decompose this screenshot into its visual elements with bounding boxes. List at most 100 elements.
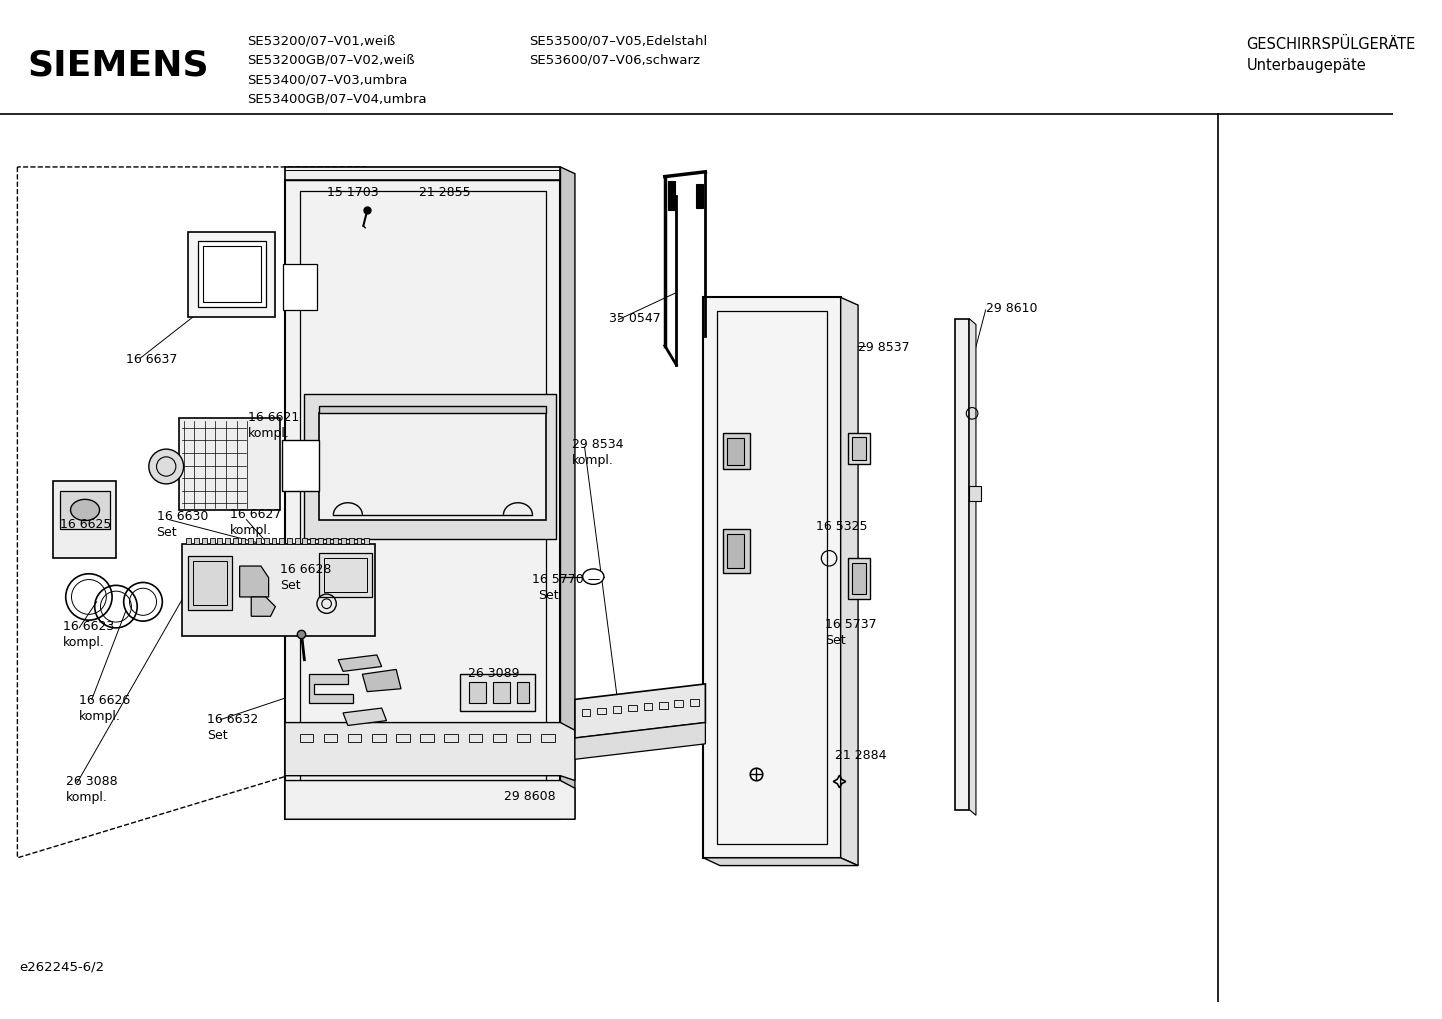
Text: 16 6632
Set: 16 6632 Set <box>206 713 258 742</box>
Text: 16 6621
kompl.: 16 6621 kompl. <box>248 412 300 440</box>
Bar <box>317 538 323 544</box>
Polygon shape <box>239 566 268 597</box>
Bar <box>232 538 238 544</box>
Bar <box>397 734 410 742</box>
Ellipse shape <box>71 499 99 521</box>
Text: 21 2884: 21 2884 <box>835 749 887 761</box>
Bar <box>493 734 506 742</box>
Bar <box>257 538 261 544</box>
Polygon shape <box>561 167 575 819</box>
Bar <box>493 682 510 703</box>
Bar <box>280 538 284 544</box>
Text: 26 3089: 26 3089 <box>467 666 519 680</box>
Text: SIEMENS: SIEMENS <box>27 49 209 83</box>
Bar <box>518 682 529 703</box>
Bar <box>283 440 319 491</box>
Bar <box>643 703 652 710</box>
Bar <box>695 184 704 209</box>
Text: 29 8534
kompl.: 29 8534 kompl. <box>572 437 623 467</box>
Bar <box>218 538 222 544</box>
Bar <box>323 558 368 592</box>
Bar <box>186 538 192 544</box>
Polygon shape <box>704 858 858 865</box>
Bar <box>310 538 314 544</box>
Polygon shape <box>182 544 375 636</box>
Bar <box>659 702 668 708</box>
Polygon shape <box>319 406 547 414</box>
Polygon shape <box>955 319 969 809</box>
Text: Unterbaugерäte: Unterbaugерäte <box>1246 58 1366 72</box>
Text: 29 8608: 29 8608 <box>505 790 557 803</box>
Text: 16 6626
kompl.: 16 6626 kompl. <box>79 694 130 722</box>
Polygon shape <box>343 708 386 726</box>
Text: 26 3088
kompl.: 26 3088 kompl. <box>66 774 117 804</box>
Bar <box>303 538 307 544</box>
Text: SE53500/07–V05,Edelstahl: SE53500/07–V05,Edelstahl <box>529 35 708 48</box>
Bar <box>189 556 232 609</box>
Polygon shape <box>319 414 547 520</box>
Text: 16 6625: 16 6625 <box>61 518 111 531</box>
Polygon shape <box>460 675 535 711</box>
Bar <box>225 538 229 544</box>
Bar <box>283 264 317 310</box>
Bar <box>209 538 215 544</box>
Bar <box>469 734 482 742</box>
Bar <box>241 538 245 544</box>
Bar <box>349 538 353 544</box>
Text: 15 1703: 15 1703 <box>326 186 378 200</box>
Text: 16 5737
Set: 16 5737 Set <box>825 619 877 647</box>
Polygon shape <box>841 298 858 865</box>
Bar <box>372 734 385 742</box>
Bar <box>195 538 199 544</box>
Bar <box>61 491 110 529</box>
Bar <box>444 734 459 742</box>
Text: 29 8610: 29 8610 <box>986 303 1037 315</box>
Bar <box>264 538 268 544</box>
Bar <box>323 734 337 742</box>
Text: 16 6628
Set: 16 6628 Set <box>280 564 332 592</box>
Polygon shape <box>189 231 275 317</box>
Bar <box>420 734 434 742</box>
Text: 21 2855: 21 2855 <box>420 186 472 200</box>
Text: 16 6623
kompl.: 16 6623 kompl. <box>63 621 114 649</box>
Polygon shape <box>309 675 353 703</box>
Bar <box>848 558 870 599</box>
Bar <box>326 538 330 544</box>
Bar <box>852 436 865 460</box>
Text: SE53200GB/07–V02,weiß: SE53200GB/07–V02,weiß <box>248 54 415 67</box>
Bar <box>727 437 744 465</box>
Bar <box>717 311 828 845</box>
Text: Set: Set <box>538 589 559 602</box>
Bar <box>852 564 865 594</box>
Bar <box>722 433 750 470</box>
Bar <box>300 192 547 807</box>
Text: SE53400GB/07–V04,umbra: SE53400GB/07–V04,umbra <box>248 93 427 106</box>
Polygon shape <box>575 684 705 738</box>
Polygon shape <box>286 167 561 179</box>
Bar <box>629 705 637 711</box>
Text: 35 0547: 35 0547 <box>609 312 660 325</box>
Bar <box>469 682 486 703</box>
Polygon shape <box>286 179 561 819</box>
Text: 29 8537: 29 8537 <box>858 341 910 354</box>
Bar <box>356 538 362 544</box>
Bar <box>597 707 606 714</box>
Polygon shape <box>575 722 705 759</box>
Text: GESCHIRRSPÜLGERÄTE: GESCHIRRSPÜLGERÄTE <box>1246 37 1416 52</box>
Polygon shape <box>286 722 575 781</box>
Bar <box>668 181 675 211</box>
Bar <box>294 538 300 544</box>
Text: SE53400/07–V03,umbra: SE53400/07–V03,umbra <box>248 73 408 87</box>
Polygon shape <box>969 319 976 815</box>
Bar <box>300 734 313 742</box>
Ellipse shape <box>583 569 604 584</box>
Bar <box>581 709 590 715</box>
Bar <box>193 561 226 604</box>
Text: e262245-6/2: e262245-6/2 <box>19 961 104 974</box>
Text: SE53600/07–V06,schwarz: SE53600/07–V06,schwarz <box>529 54 701 67</box>
Polygon shape <box>339 655 382 672</box>
Bar <box>848 433 870 464</box>
Bar <box>202 538 206 544</box>
Polygon shape <box>251 597 275 616</box>
Bar <box>365 538 369 544</box>
